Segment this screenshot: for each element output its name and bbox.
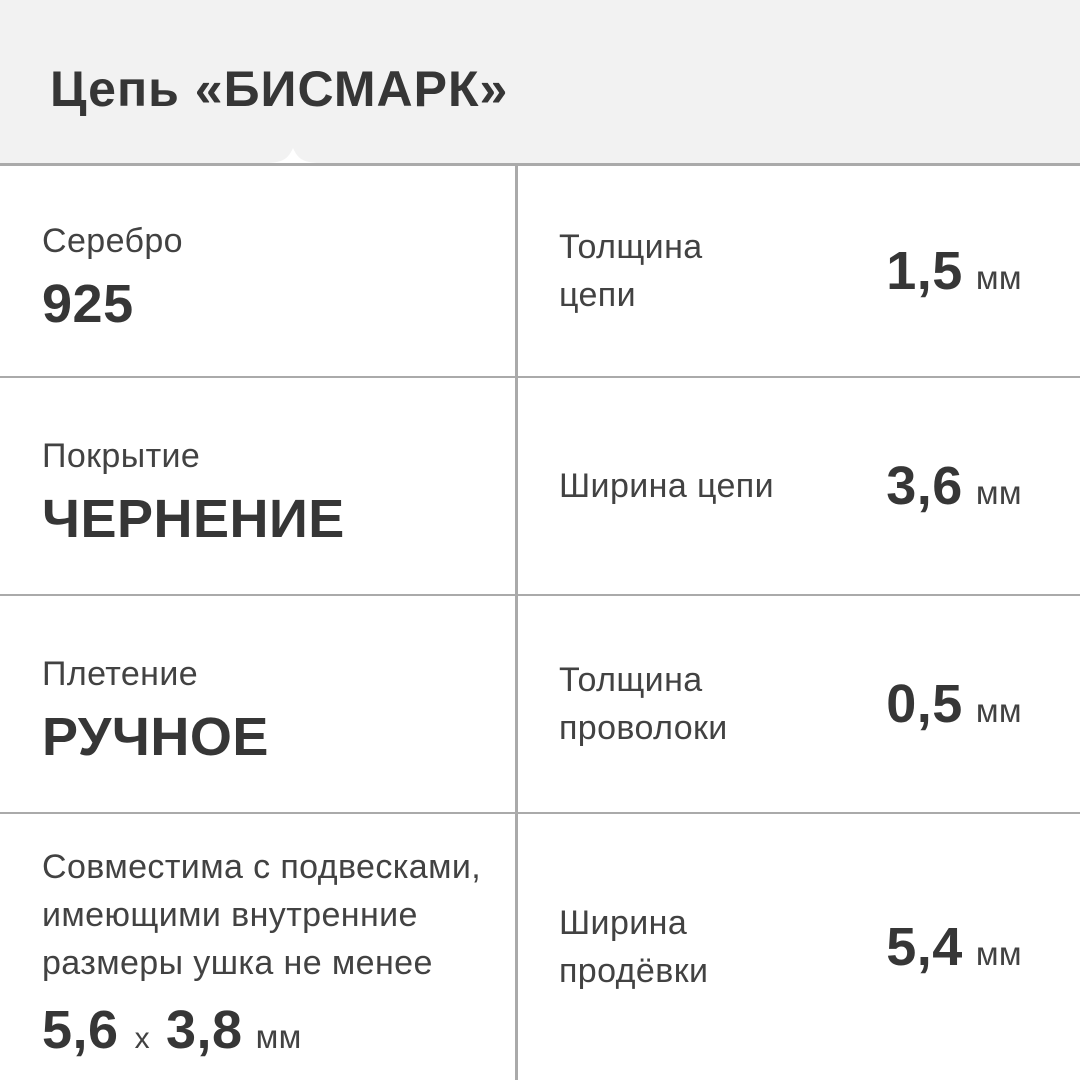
wire-thickness-value: 0,5: [886, 674, 963, 734]
chain-thickness-unit: мм: [975, 259, 1022, 296]
chain-thickness-value: 1,5: [886, 241, 963, 301]
material-value: 925: [42, 274, 134, 335]
card-header: Цепь «БИСМАРК»: [0, 0, 1080, 166]
wire-thickness-unit: мм: [975, 692, 1022, 729]
pointer-notch-icon: [269, 148, 317, 163]
compatibility-value-a: 5,6: [42, 1000, 119, 1061]
chain-width-unit: мм: [975, 474, 1022, 511]
spec-cell-compatibility: Совместима с подвесками, имеющими внутре…: [0, 814, 515, 1080]
spec-table: Серебро 925 Толщина цепи 1,5 мм Покрытие…: [0, 166, 1080, 1080]
chain-width-value: 3,6: [886, 456, 963, 516]
spec-cell-material: Серебро 925: [0, 166, 515, 378]
chain-width-measure: 3,6 мм: [886, 455, 1022, 517]
loop-width-label: Ширина продёвки: [559, 903, 709, 990]
wire-thickness-measure: 0,5 мм: [886, 673, 1022, 735]
compatibility-measure: 5,6 х 3,8 мм: [42, 999, 495, 1061]
compatibility-label: Совместима с подвесками, имеющими внутре…: [42, 847, 482, 983]
chain-thickness-measure: 1,5 мм: [886, 240, 1022, 302]
loop-width-measure: 5,4 мм: [886, 916, 1022, 978]
spec-cell-chain-thickness: Толщина цепи 1,5 мм: [515, 166, 1080, 378]
page-title: Цепь «БИСМАРК»: [50, 60, 509, 117]
weave-value: РУЧНОЕ: [42, 707, 269, 768]
weave-label: Плетение: [42, 654, 199, 693]
coating-label: Покрытие: [42, 436, 201, 475]
chain-width-label: Ширина цепи: [559, 466, 774, 505]
spec-cell-weave: Плетение РУЧНОЕ: [0, 596, 515, 814]
spec-cell-wire-thickness: Толщина проволоки 0,5 мм: [515, 596, 1080, 814]
coating-value: ЧЕРНЕНИЕ: [42, 489, 345, 550]
compatibility-value-b: 3,8: [165, 1000, 243, 1061]
compatibility-separator: х: [134, 1022, 150, 1056]
spec-cell-coating: Покрытие ЧЕРНЕНИЕ: [0, 378, 515, 596]
loop-width-value: 5,4: [886, 917, 963, 977]
compatibility-unit: мм: [255, 1018, 302, 1056]
spec-cell-loop-width: Ширина продёвки 5,4 мм: [515, 814, 1080, 1080]
spec-cell-chain-width: Ширина цепи 3,6 мм: [515, 378, 1080, 596]
material-label: Серебро: [42, 221, 183, 260]
loop-width-unit: мм: [975, 935, 1022, 972]
wire-thickness-label: Толщина проволоки: [559, 660, 728, 747]
chain-thickness-label: Толщина цепи: [559, 227, 703, 314]
